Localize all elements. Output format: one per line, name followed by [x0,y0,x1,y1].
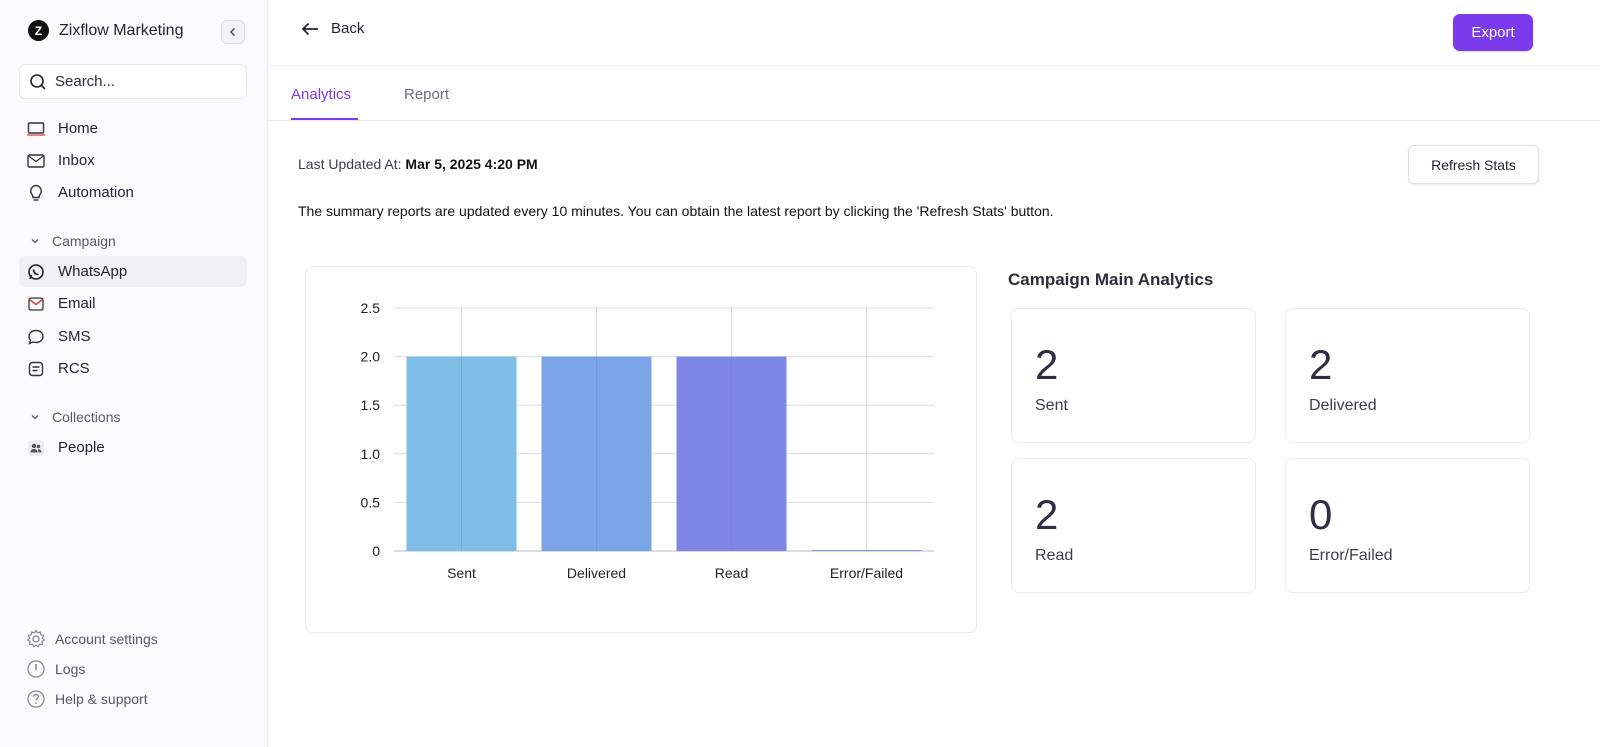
stat-value: 0 [1309,491,1333,538]
bar-error-failed [811,550,922,551]
clock-icon [27,660,45,678]
collections-section-label: Collections [52,409,121,425]
bottom-item-label: Logs [55,661,86,677]
x-tick-label: Sent [447,565,476,581]
sidebar-item-label: WhatsApp [58,263,128,280]
sidebar-item-label: Inbox [58,152,95,169]
sidebar-item-rcs[interactable]: RCS [19,353,247,384]
sidebar-item-automation[interactable]: Automation [19,177,247,208]
active-tab-indicator [291,118,358,120]
stat-label: Error/Failed [1309,547,1393,564]
back-button[interactable]: Back [301,20,364,37]
bottom-item-label: Account settings [55,631,158,647]
brand[interactable]: Z Zixflow Marketing [28,20,183,41]
summary-note: The summary reports are updated every 10… [298,203,1054,219]
message-square-icon [26,359,46,379]
campaign-section-label: Campaign [52,233,116,249]
last-updated: Last Updated At: Mar 5, 2025 4:20 PM [298,156,538,172]
bar-delivered [541,356,652,551]
chevron-left-icon [230,28,235,36]
analytics-title: Campaign Main Analytics [1008,270,1214,289]
sidebar: Z Zixflow Marketing Home Inbox Automatio… [0,0,268,747]
people-icon [26,438,46,458]
y-tick-label: 1.5 [361,397,381,413]
chat-bubble-icon [26,327,46,347]
y-tick-label: 0.5 [361,494,381,510]
sidebar-item-home[interactable]: Home [19,113,247,144]
stat-card-read: 2 Read [1011,458,1256,593]
back-label: Back [331,20,365,37]
stat-value: 2 [1035,341,1059,388]
bar-chart: 0 0.5 1.0 1.5 2.0 2.5 Sent Delivered Read Error/F… [361,300,934,581]
search-input[interactable] [55,73,235,90]
email-icon [26,294,46,314]
stat-value: 2 [1309,341,1333,388]
sidebar-item-label: SMS [58,328,91,345]
stat-card-error-failed: 0 Error/Failed [1285,458,1530,593]
arrow-left-icon [301,22,318,35]
tab-report[interactable]: Report [404,86,450,103]
sidebar-item-label: Automation [58,184,134,201]
sidebar-item-email[interactable]: Email [19,288,247,319]
sidebar-item-label: People [58,439,105,456]
collapse-sidebar-button[interactable] [221,20,245,44]
bottom-item-label: Help & support [55,691,148,707]
sidebar-item-label: RCS [58,360,90,377]
brand-name: Zixflow Marketing [59,21,184,39]
stat-value: 2 [1035,491,1059,538]
bar-sent [406,356,517,551]
search-icon [30,73,46,90]
stat-card-delivered: 2 Delivered [1285,308,1530,443]
chevron-down-icon [31,415,39,420]
tab-bar: Analytics Report [268,66,1600,121]
y-tick-label: 2.0 [361,349,381,365]
stat-label: Delivered [1309,397,1377,414]
help-icon [27,690,45,708]
collections-section-toggle[interactable]: Collections [30,409,120,425]
search-box[interactable] [19,64,247,99]
sidebar-item-sms[interactable]: SMS [19,321,247,352]
y-tick-label: 1.0 [361,446,381,462]
bar-read [676,356,787,551]
main-content: Back Export Analytics Report Last Update… [268,0,1600,747]
sidebar-item-logs[interactable]: Logs [26,659,85,679]
top-bar: Back Export [268,0,1600,66]
sidebar-item-inbox[interactable]: Inbox [19,145,247,176]
gear-icon [26,629,46,648]
x-tick-label: Read [715,565,748,581]
chevron-down-icon [31,239,39,244]
bar-chart-card: 0 0.5 1.0 1.5 2.0 2.5 Sent Delivered Read Error/F… [305,266,977,633]
sidebar-item-label: Email [58,295,96,312]
y-tick-label: 0 [372,543,380,559]
x-tick-label: Delivered [567,565,626,581]
last-updated-value: Mar 5, 2025 4:20 PM [405,156,538,172]
stat-card-sent: 2 Sent [1011,308,1256,443]
stat-label: Sent [1035,397,1068,414]
stat-label: Read [1035,547,1074,564]
sidebar-item-whatsapp[interactable]: WhatsApp [19,256,247,287]
x-tick-label: Error/Failed [830,565,903,581]
laptop-icon [26,119,46,139]
sidebar-item-label: Home [58,120,99,137]
brand-logo-icon: Z [28,20,49,41]
campaign-section-toggle[interactable]: Campaign [30,233,116,249]
export-button[interactable]: Export [1453,14,1533,51]
tab-analytics[interactable]: Analytics [291,86,352,103]
refresh-stats-button[interactable]: Refresh Stats [1408,145,1539,184]
whatsapp-icon [26,262,46,282]
lightbulb-icon [26,183,46,203]
sidebar-item-people[interactable]: People [19,432,247,463]
sidebar-item-help-support[interactable]: Help & support [26,689,148,709]
mail-icon [26,151,46,171]
last-updated-label: Last Updated At: [298,156,402,172]
sidebar-item-account-settings[interactable]: Account settings [26,629,158,649]
y-tick-label: 2.5 [361,300,381,316]
